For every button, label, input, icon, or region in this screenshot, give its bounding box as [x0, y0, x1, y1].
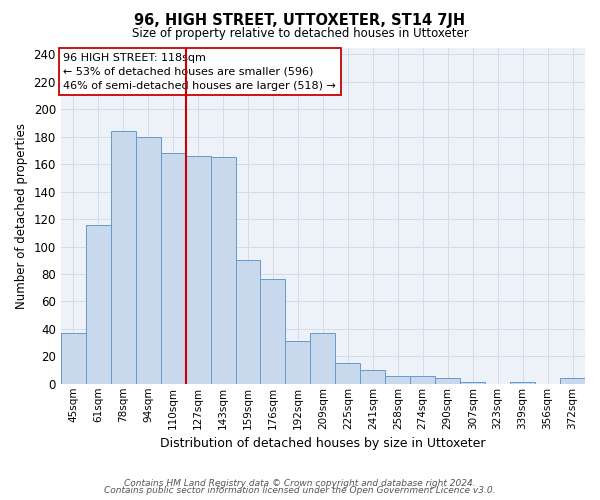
Bar: [260, 280, 286, 384]
Text: Size of property relative to detached houses in Uttoxeter: Size of property relative to detached ho…: [131, 28, 469, 40]
Bar: [335, 363, 361, 384]
X-axis label: Distribution of detached houses by size in Uttoxeter: Distribution of detached houses by size …: [160, 437, 485, 450]
Bar: [410, 376, 435, 384]
Bar: [211, 158, 236, 384]
Bar: [86, 224, 111, 384]
Text: 96, HIGH STREET, UTTOXETER, ST14 7JH: 96, HIGH STREET, UTTOXETER, ST14 7JH: [134, 12, 466, 28]
Bar: [61, 333, 86, 384]
Bar: [435, 378, 460, 384]
Bar: [460, 382, 485, 384]
Bar: [510, 382, 535, 384]
Bar: [560, 378, 585, 384]
Bar: [111, 131, 136, 384]
Bar: [385, 376, 410, 384]
Bar: [236, 260, 260, 384]
Bar: [286, 341, 310, 384]
Text: Contains public sector information licensed under the Open Government Licence v3: Contains public sector information licen…: [104, 486, 496, 495]
Bar: [185, 156, 211, 384]
Bar: [361, 370, 385, 384]
Bar: [310, 333, 335, 384]
Y-axis label: Number of detached properties: Number of detached properties: [15, 122, 28, 308]
Text: 96 HIGH STREET: 118sqm
← 53% of detached houses are smaller (596)
46% of semi-de: 96 HIGH STREET: 118sqm ← 53% of detached…: [64, 52, 336, 90]
Text: Contains HM Land Registry data © Crown copyright and database right 2024.: Contains HM Land Registry data © Crown c…: [124, 478, 476, 488]
Bar: [161, 153, 185, 384]
Bar: [136, 136, 161, 384]
